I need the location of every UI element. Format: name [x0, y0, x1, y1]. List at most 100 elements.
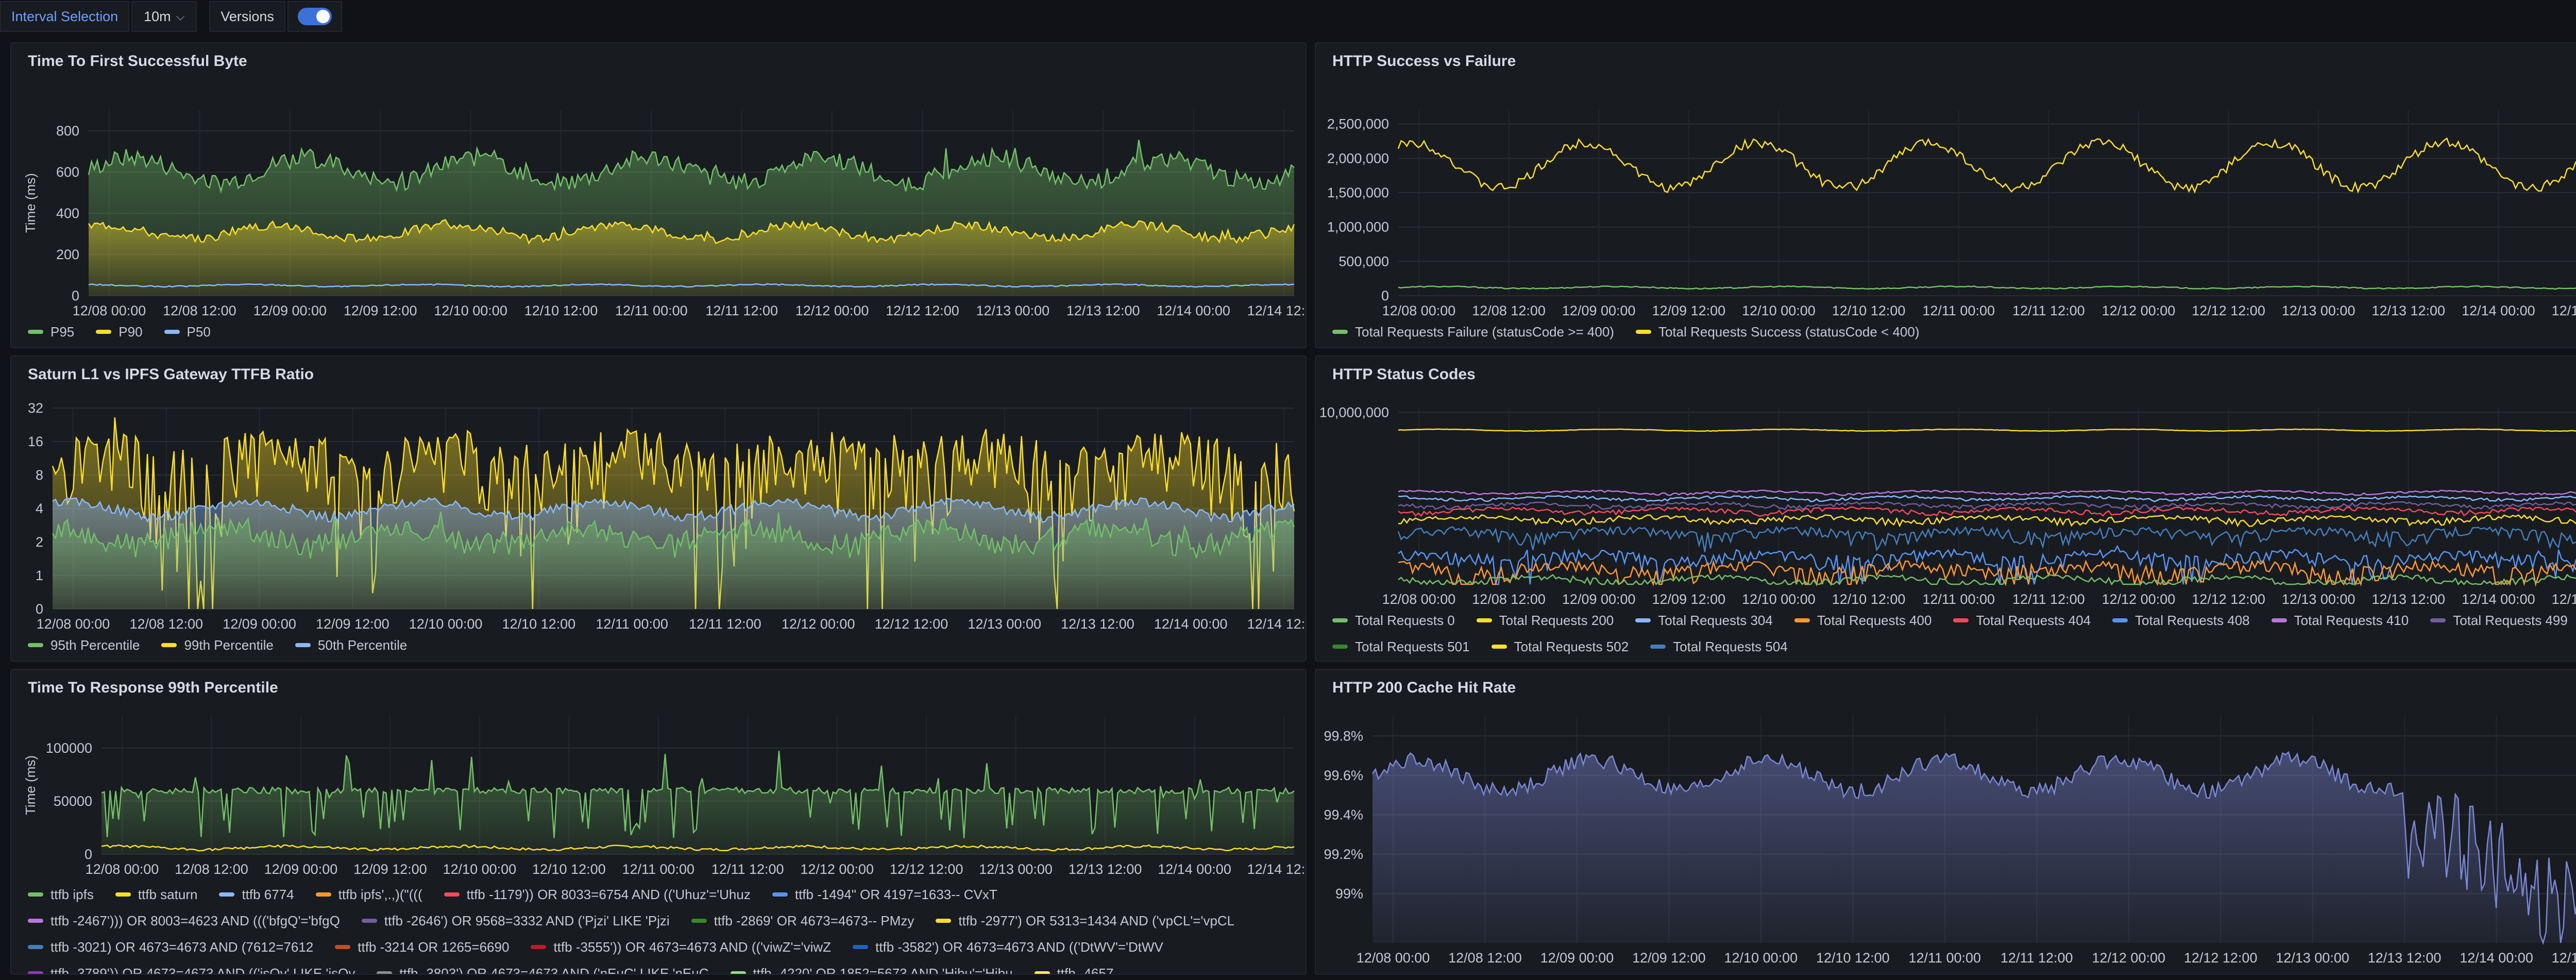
legend-item[interactable]: Total Requests 502: [1491, 635, 1629, 658]
legend-swatch: [531, 945, 547, 949]
legend-swatch: [1332, 618, 1348, 622]
legend-item[interactable]: ttfb -3803') OR 4673=4673 AND ('nEuC' LI…: [377, 961, 709, 974]
legend-item[interactable]: Total Requests 404: [1953, 609, 2091, 632]
x-tick-label: 12/13 00:00: [2276, 950, 2349, 966]
interval-dropdown[interactable]: 10m ⌵: [131, 1, 197, 32]
panel-cache-hit-rate[interactable]: HTTP 200 Cache Hit Rate 99% 99.2% 99.4% 99.…: [1315, 669, 2576, 975]
x-tick-label: 12/11 00:00: [1922, 592, 1995, 607]
legend-item[interactable]: ttfb -1494" OR 4197=1633-- CVxT: [772, 883, 997, 906]
legend-label: ttfb -4657: [1057, 966, 1114, 974]
x-tick-label: 12/12 12:00: [2192, 303, 2265, 318]
legend-item[interactable]: Total Requests Success (statusCode < 400…: [1635, 320, 1919, 344]
panel-ttfb[interactable]: Time To First Successful Byte 0 200 400 600…: [10, 42, 1307, 348]
panel-http-status-codes[interactable]: HTTP Status Codes 10,000,000 12/08 00:00 1…: [1315, 356, 2576, 662]
series: [1397, 137, 2576, 194]
legend-label: 95th Percentile: [50, 637, 140, 653]
legend-label: P90: [118, 324, 143, 340]
legend-item[interactable]: ttfb 6774: [219, 883, 294, 906]
x-tick-label: 12/12 12:00: [886, 303, 959, 318]
legend-item[interactable]: 99th Percentile: [161, 633, 274, 657]
x-tick-label: 12/14 00:00: [1158, 861, 1231, 877]
legend-item[interactable]: ttfb -3555')) OR 4673=4673 AND (('viwZ'=…: [531, 935, 831, 959]
legend-swatch: [2112, 618, 2128, 622]
legend-item[interactable]: ttfb -4220' OR 1852=5673 AND 'Hibu'='Hib…: [730, 961, 1013, 974]
x-tick-label: 12/10 00:00: [1742, 592, 1816, 607]
series-line: [1398, 501, 2576, 511]
legend-label: Total Requests 501: [1355, 639, 1470, 654]
x-tick-label: 12/09 12:00: [1652, 592, 1726, 607]
legend-item[interactable]: ttfb -3789')) OR 4673=4673 AND (('isOv' …: [28, 961, 355, 974]
x-tick-label: 12/12 00:00: [800, 861, 874, 877]
legend-item[interactable]: 95th Percentile: [28, 633, 140, 657]
legend-label: ttfb ipfs: [50, 887, 94, 902]
legend-swatch: [28, 643, 43, 647]
legend-swatch: [1491, 645, 1507, 649]
toggle-switch[interactable]: [297, 8, 332, 25]
legend-item[interactable]: ttfb -4657: [1034, 961, 1114, 974]
legend-label: Total Requests 200: [1499, 613, 1614, 628]
legend-item[interactable]: Total Requests 410: [2271, 609, 2409, 632]
panel-title: HTTP Success vs Failure: [1332, 53, 1516, 70]
legend-item[interactable]: ttfb -2977') OR 5313=1434 AND ('vpCL'='v…: [936, 909, 1234, 933]
legend-swatch: [115, 892, 131, 897]
legend-swatch: [2271, 618, 2287, 622]
panel-time-to-response[interactable]: Time To Response 99th Percentile 0 50000 1…: [10, 669, 1307, 975]
x-tick-label: 12/12 12:00: [2192, 592, 2265, 607]
y-tick-label: 0: [72, 288, 79, 303]
legend-item[interactable]: ttfb -3021) OR 4673=4673 AND (7612=7612: [28, 935, 313, 959]
legend-item[interactable]: Total Requests 501: [1332, 635, 1470, 658]
series-area: [1372, 752, 2576, 943]
legend-item[interactable]: 50th Percentile: [295, 633, 407, 657]
legend-item[interactable]: ttfb -1179')) OR 8033=6754 AND (('Uhuz'=…: [444, 883, 751, 906]
legend-swatch: [28, 330, 43, 334]
legend-item[interactable]: ttfb ipfs',.,)("(((: [315, 883, 422, 906]
legend-label: 99th Percentile: [184, 637, 274, 653]
legend-item[interactable]: Total Requests 504: [1650, 635, 1788, 658]
legend-item[interactable]: Total Requests 400: [1794, 609, 1931, 632]
legend-item[interactable]: ttfb -3214 OR 1265=6690: [335, 935, 509, 959]
y-axis-title: Time (ms): [23, 173, 38, 233]
legend-item[interactable]: Total Requests 408: [2112, 609, 2250, 632]
panel-title: Time To Response 99th Percentile: [28, 679, 278, 696]
series-line: [1398, 489, 2576, 496]
series: [1398, 501, 2576, 511]
legend-label: ttfb -2977') OR 5313=1434 AND ('vpCL'='v…: [958, 913, 1235, 928]
x-tick-label: 12/11 00:00: [596, 616, 668, 632]
legend-item[interactable]: Total Requests 200: [1476, 609, 1614, 632]
legend-item[interactable]: ttfb ipfs: [28, 883, 94, 906]
panel-title: HTTP Status Codes: [1332, 366, 1476, 383]
legend-item[interactable]: P90: [96, 320, 143, 344]
legend-item[interactable]: ttfb -2467'))) OR 8003=4623 AND ((('bfgQ…: [28, 909, 340, 933]
legend-item[interactable]: Total Requests 304: [1635, 609, 1773, 632]
legend-item[interactable]: P95: [28, 320, 74, 344]
series: [1398, 559, 2576, 587]
legend-label: ttfb -2646') OR 9568=3332 AND ('Pjzi' LI…: [384, 913, 670, 928]
grid: [1398, 110, 2576, 296]
ttfb-chart: 0 200 400 600 800 12/08 00:00 12/08 12:00 12/09…: [23, 110, 1306, 318]
y-tick-label: 4: [36, 501, 43, 516]
legend-swatch: [1332, 330, 1348, 334]
versions-toggle[interactable]: [287, 1, 342, 32]
legend-item[interactable]: Total Requests 0: [1332, 609, 1455, 632]
x-tick-label: 12/11 12:00: [689, 616, 761, 632]
x-tick-label: 12/08 00:00: [73, 303, 146, 318]
legend-item[interactable]: P50: [164, 320, 211, 344]
legend-swatch: [28, 892, 43, 897]
series: [1398, 495, 2576, 502]
x-tick-label: 12/12 00:00: [2102, 592, 2176, 607]
x-tick-label: 12/13 00:00: [968, 616, 1041, 632]
y-axis-title: Time (ms): [23, 755, 38, 815]
panel-http-success-failure[interactable]: HTTP Success vs Failure 0 500,000 1,000,00…: [1315, 42, 2576, 348]
legend-swatch: [1476, 618, 1492, 622]
legend-item[interactable]: Total Requests 499: [2430, 609, 2568, 632]
legend-label: Total Requests Failure (statusCode >= 40…: [1355, 324, 1614, 340]
legend-item[interactable]: ttfb -2646') OR 9568=3332 AND ('Pjzi' LI…: [361, 909, 670, 933]
x-tick-label: 12/14 00:00: [2462, 303, 2535, 318]
x-tick-label: 12/11 12:00: [711, 861, 784, 877]
legend-item[interactable]: ttfb -3582') OR 4673=4673 AND (('DtWV'='…: [853, 935, 1163, 959]
legend-item[interactable]: ttfb saturn: [115, 883, 197, 906]
x-tick-label: 12/12 00:00: [782, 616, 855, 632]
legend-item[interactable]: ttfb -2869' OR 4673=4673-- PMzy: [691, 909, 914, 933]
legend-item[interactable]: Total Requests Failure (statusCode >= 40…: [1332, 320, 1614, 344]
